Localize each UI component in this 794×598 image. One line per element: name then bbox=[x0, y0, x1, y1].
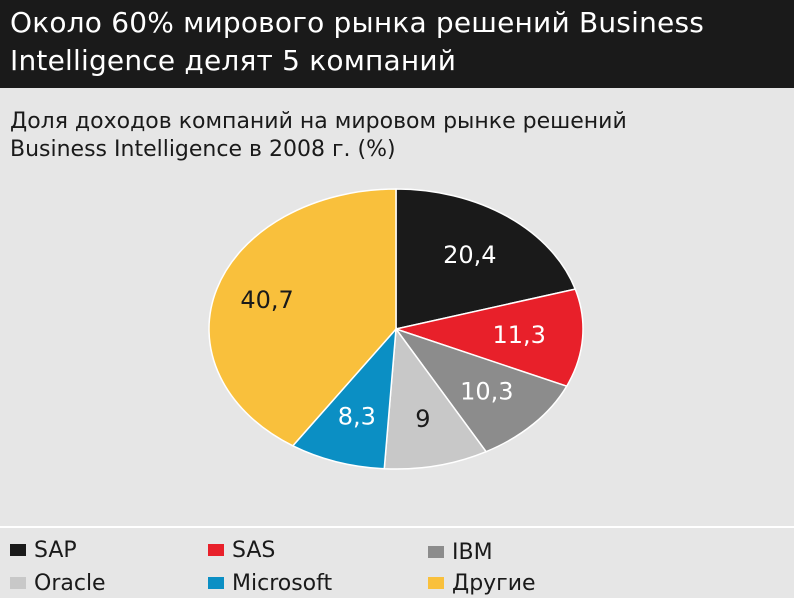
pie-slice-microsoft bbox=[291, 326, 397, 470]
pie-slice-другие bbox=[208, 188, 397, 447]
legend-item-other: Другие bbox=[428, 568, 536, 598]
legend-label-sas: SAS bbox=[232, 537, 276, 563]
legend-item-oracle: Oracle bbox=[10, 568, 106, 598]
header: Около 60% мирового рынка решений Busines… bbox=[0, 0, 794, 88]
legend-item-sap: SAP bbox=[10, 535, 77, 565]
header-line-1: Около 60% мирового рынка решений Busines… bbox=[10, 6, 705, 39]
legend-item-ibm: IBM bbox=[428, 537, 493, 567]
legend-label-oracle: Oracle bbox=[34, 570, 106, 596]
pie-label-другие: 40,7 bbox=[240, 286, 293, 314]
pie-label-sap: 20,4 bbox=[443, 241, 496, 269]
legend-item-sas: SAS bbox=[208, 535, 275, 565]
legend-label-microsoft: Microsoft bbox=[232, 570, 333, 596]
legend-label-sap: SAP bbox=[34, 537, 77, 563]
legend-swatch-sas bbox=[208, 544, 224, 556]
legend-swatch-ibm bbox=[428, 546, 444, 558]
legend: SAP SAS IBM Oracle Microsoft Другие bbox=[0, 532, 794, 598]
legend-label-ibm: IBM bbox=[452, 539, 493, 565]
chart-title-line-1: Доля доходов компаний на мировом рынке р… bbox=[10, 109, 627, 134]
legend-swatch-other bbox=[428, 577, 444, 589]
pie-slice-ibm bbox=[393, 327, 568, 453]
legend-divider bbox=[0, 526, 794, 528]
chart-title-line-2: Business Intelligence в 2008 г. (%) bbox=[10, 137, 396, 162]
chart-title: Доля доходов компаний на мировом рынке р… bbox=[10, 108, 780, 164]
legend-swatch-sap bbox=[10, 544, 26, 556]
pie-label-oracle: 9 bbox=[415, 405, 430, 433]
header-line-2: Intelligence делят 5 компаний bbox=[10, 44, 457, 77]
pie-label-ibm: 10,3 bbox=[460, 378, 513, 406]
legend-label-other: Другие bbox=[452, 570, 536, 596]
pie-label-sas: 11,3 bbox=[492, 321, 545, 349]
legend-swatch-oracle bbox=[10, 577, 26, 589]
pie-slice-sap bbox=[395, 188, 577, 330]
pie-slice-oracle bbox=[383, 326, 488, 470]
legend-swatch-microsoft bbox=[208, 577, 224, 589]
pie-slice-sas bbox=[393, 288, 584, 388]
legend-item-microsoft: Microsoft bbox=[208, 568, 332, 598]
pie-label-microsoft: 8,3 bbox=[338, 403, 376, 431]
